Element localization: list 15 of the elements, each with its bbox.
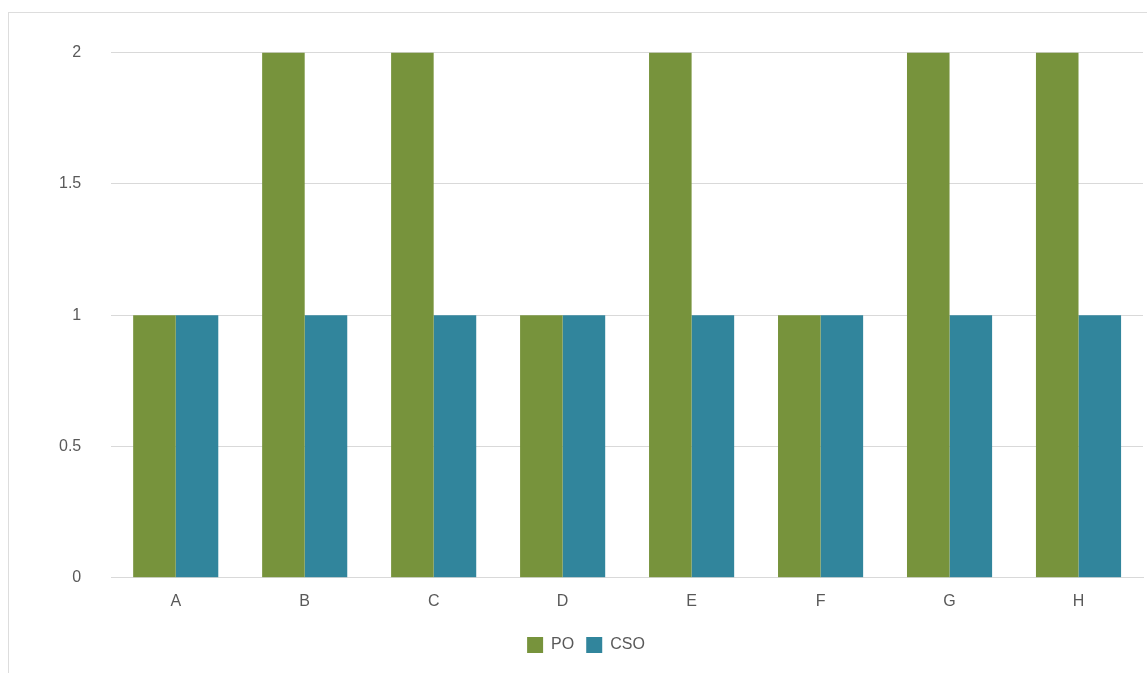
x-tick-label: E (686, 591, 697, 609)
y-tick-label: 0.5 (58, 436, 82, 454)
x-tick-label: B (299, 591, 311, 609)
x-tick-label: F (815, 591, 826, 609)
x-tick-label: H (1072, 591, 1085, 609)
y-tick-label: 1.5 (58, 174, 82, 192)
legend-label: PO (551, 635, 575, 653)
y-tick-label: 0 (72, 568, 82, 586)
y-tick-label: 1 (72, 305, 82, 323)
x-tick-label: D (556, 591, 569, 609)
x-tick-label: C (427, 591, 440, 609)
legend-label: CSO (610, 635, 645, 653)
x-tick-label: A (170, 591, 182, 609)
x-tick-label: G (943, 591, 956, 609)
y-tick-label: 2 (72, 43, 82, 61)
